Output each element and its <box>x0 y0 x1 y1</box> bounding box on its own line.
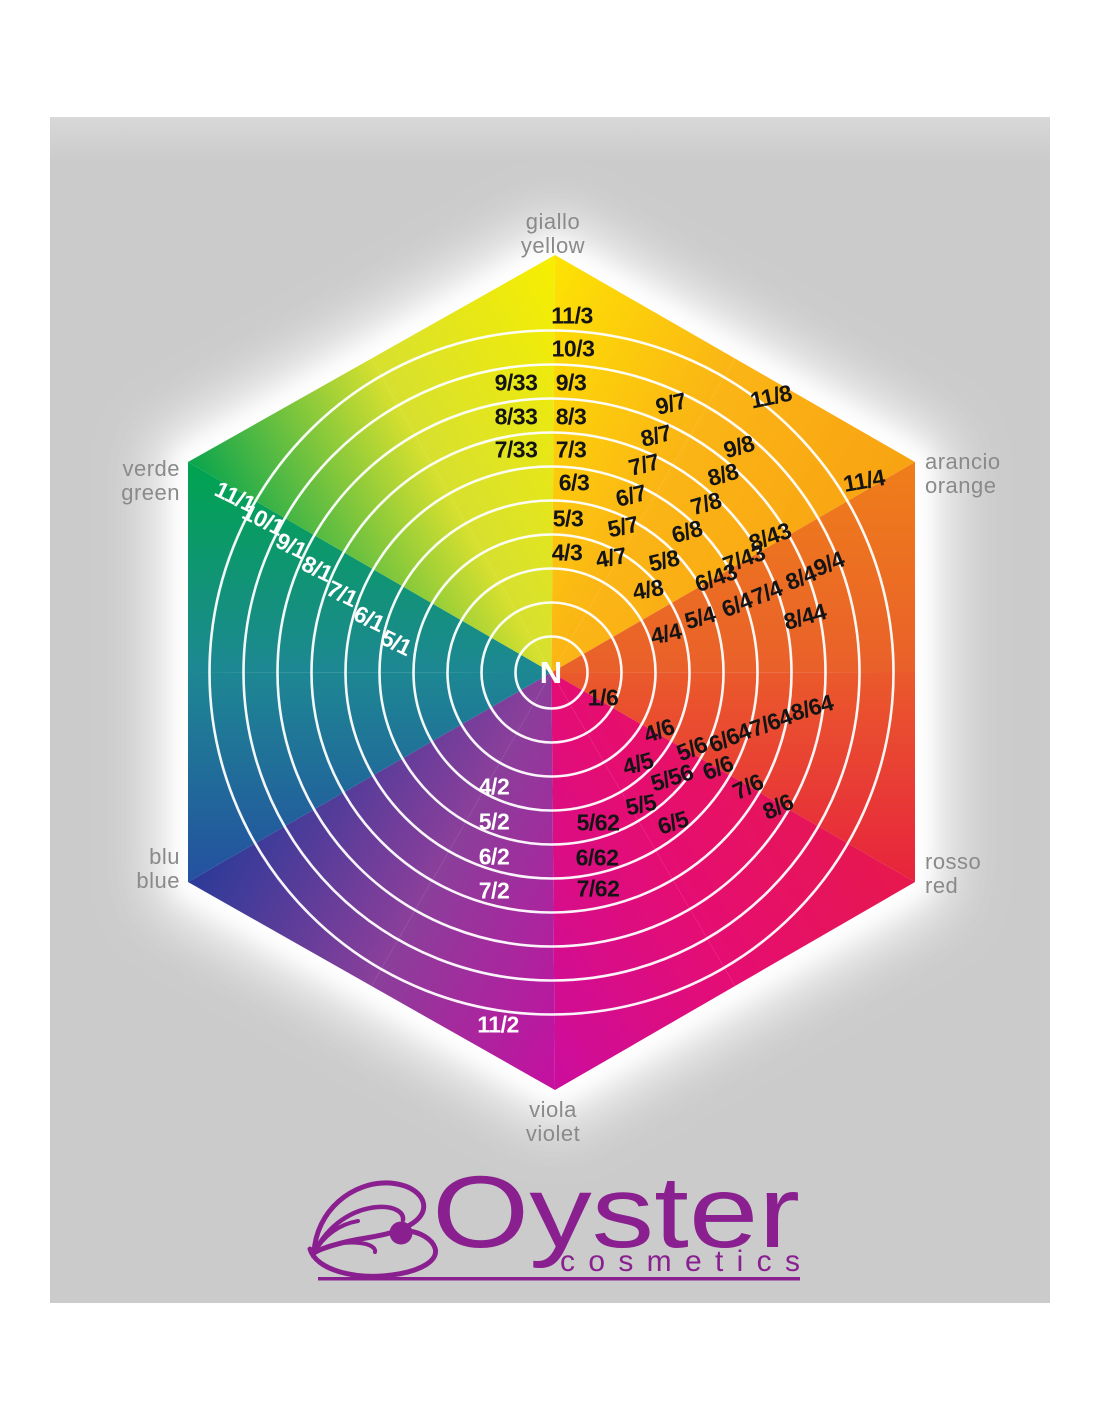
tone-ring <box>344 465 759 880</box>
logo-brand-text: Oyster <box>432 1167 800 1269</box>
tone-ring <box>276 397 827 948</box>
tone-ring <box>310 431 793 914</box>
oyster-shell-icon <box>307 1180 439 1279</box>
color-wheel-hexagon <box>152 213 951 1132</box>
sector-violet-magenta <box>371 672 555 1090</box>
pearl-icon <box>389 1221 413 1245</box>
tone-ring <box>412 533 691 812</box>
tone-ring <box>514 635 589 710</box>
tone-ring <box>480 601 623 744</box>
tone-ring <box>378 499 725 846</box>
sector-yellow-left <box>371 255 555 673</box>
oyster-logo: Oyster cosmetics <box>307 1167 800 1281</box>
logo-underline <box>318 1277 800 1281</box>
tone-ring <box>242 363 861 982</box>
gray-panel: N 11/3 10/3 9/33 9/3 8/33 8/3 7/33 7/3 6/3 5/3 4/3… <box>50 117 1050 1303</box>
tone-ring <box>446 567 657 778</box>
tone-rings <box>208 329 895 1016</box>
tone-ring <box>208 329 895 1016</box>
